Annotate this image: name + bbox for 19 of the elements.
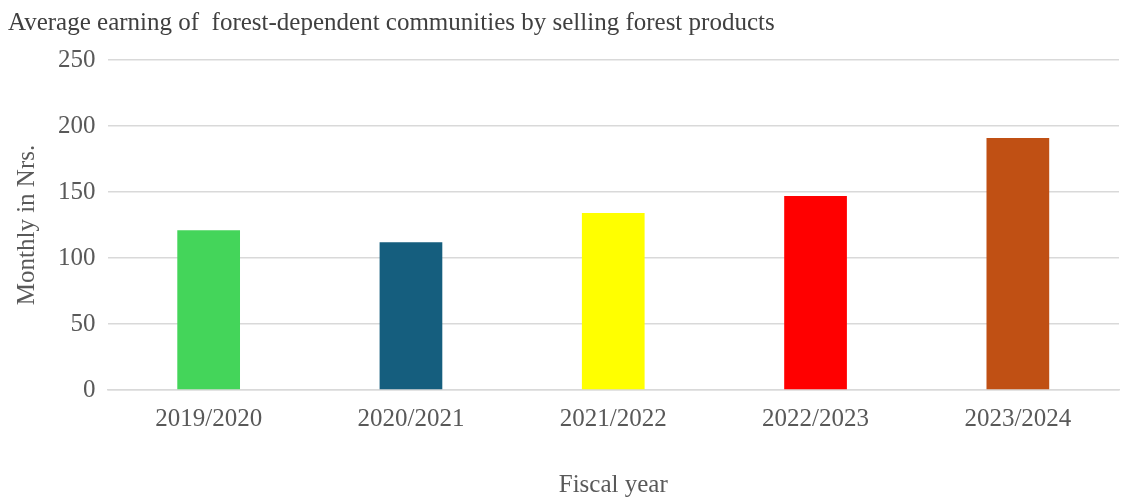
x-tick-label: 2023/2024 (964, 403, 1072, 431)
x-tick-label: 2019/2020 (155, 403, 263, 431)
y-tick-label: 100 (58, 242, 96, 270)
y-tick-label: 200 (58, 110, 96, 138)
chart-title: Average earning of forest-dependent communities by selling forest products (8, 7, 775, 35)
y-tick-label: 150 (58, 176, 96, 204)
bar (379, 242, 443, 390)
y-tick-label: 50 (70, 308, 96, 336)
y-tick-label: 250 (58, 44, 96, 72)
x-tick-label: 2020/2021 (357, 403, 465, 431)
y-axis-title: Monthly in Nrs. (11, 144, 39, 306)
y-tick-label: 0 (83, 374, 96, 402)
x-tick-label: 2021/2022 (559, 403, 667, 431)
x-axis-title: Fiscal year (558, 469, 669, 497)
bar (986, 137, 1050, 390)
x-tick-label: 2022/2023 (762, 403, 870, 431)
bar (177, 230, 241, 390)
bar (784, 195, 847, 390)
bar (581, 213, 645, 390)
